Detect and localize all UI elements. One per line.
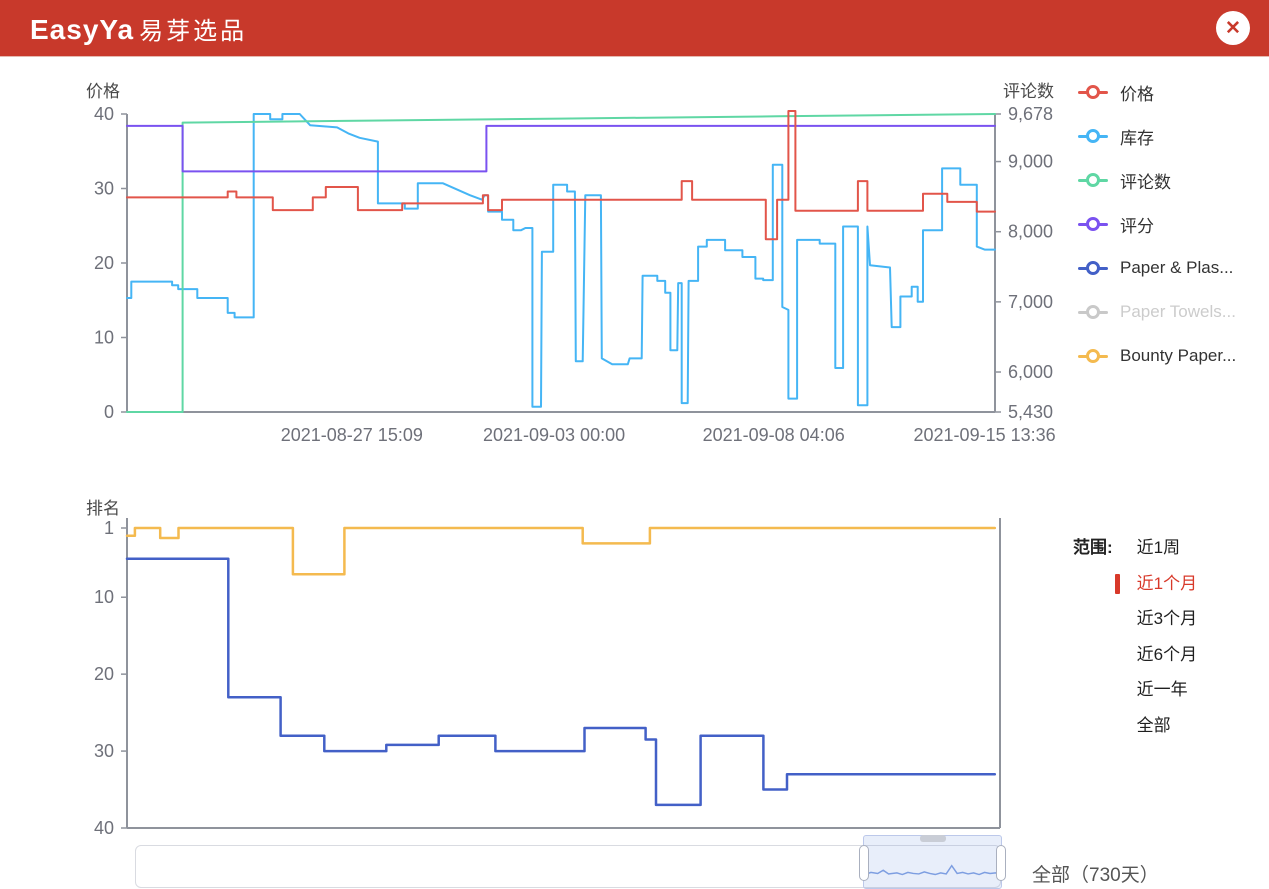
logo-text-en: EasyYa — [30, 13, 135, 45]
y-right-tick-label: 8,000 — [1008, 222, 1053, 242]
rank-tick-label: 20 — [94, 664, 114, 684]
legend-item-label: Paper & Plas... — [1120, 258, 1234, 277]
legend-ring-icon — [1086, 129, 1100, 143]
legend-item-label: 价格 — [1120, 84, 1154, 104]
left-axis-title: 价格 — [86, 82, 120, 101]
rank-chart[interactable]: 排名 1 10 20 30 40 — [0, 490, 1269, 850]
range-options: 近1周近1个月近3个月近6个月近一年全部 — [1114, 530, 1198, 743]
legend-ring-icon — [1086, 305, 1100, 319]
legend-item-1[interactable]: 库存 — [1078, 114, 1236, 158]
legend-item-6[interactable]: Bounty Paper... — [1078, 334, 1236, 378]
logo-text-zh: 易芽选品 — [139, 17, 248, 45]
legend-ring-icon — [1086, 261, 1100, 275]
y-right-tick-label: 5,430 — [1008, 402, 1053, 422]
range-option-4[interactable]: 近一年 — [1136, 680, 1188, 699]
y-left-tick-label: 0 — [104, 402, 114, 422]
y-left-tick-label: 20 — [94, 253, 114, 273]
series-paper-plas-rank-line[interactable] — [125, 557, 997, 807]
y-right-tick-label: 7,000 — [1008, 292, 1053, 312]
rank-tick-label: 30 — [94, 741, 114, 761]
legend-ring-icon — [1086, 217, 1100, 231]
legend-item-label: 评分 — [1120, 216, 1154, 236]
y-left-tick-label: 30 — [94, 179, 114, 199]
y-right-tick-label: 9,678 — [1008, 104, 1053, 124]
datazoom-preview-sparkline — [864, 864, 1001, 876]
legend-item-label: 评论数 — [1120, 172, 1171, 192]
right-axis-title: 评论数 — [1003, 82, 1054, 101]
rank-axis-title: 排名 — [86, 499, 120, 518]
series-rating-line[interactable] — [126, 124, 996, 173]
legend-ring-icon — [1086, 85, 1100, 99]
datazoom-window[interactable] — [859, 835, 1006, 889]
legend-ring-icon — [1086, 349, 1100, 363]
y-left-tick-label: 10 — [94, 328, 114, 348]
top-chart-series — [126, 110, 996, 413]
range-option-3[interactable]: 近6个月 — [1136, 644, 1198, 664]
legend-line-icon — [1078, 349, 1108, 363]
x-tick-label: 2021-09-15 13:36 — [914, 425, 1056, 445]
x-tick-label: 2021-09-03 00:00 — [483, 425, 625, 445]
app-logo: EasyYa 易芽选品 — [30, 11, 247, 46]
chart-legend: 价格库存评论数评分 Paper & Plas... Paper Towels... B… — [1078, 70, 1236, 378]
range-option-0[interactable]: 近1周 — [1136, 538, 1181, 557]
x-tick-label: 2021-09-08 04:06 — [703, 425, 845, 445]
top-chart-axes: 0 10 20 30 40 5,430 6,000 7,000 8,000 9,000 9,678 2… — [94, 104, 1056, 445]
y-right-tick-label: 6,000 — [1008, 362, 1053, 382]
series-stock-line[interactable] — [126, 113, 996, 408]
legend-line-icon — [1078, 129, 1108, 143]
legend-item-2[interactable]: 评论数 — [1078, 158, 1236, 202]
legend-item-5[interactable]: Paper Towels... — [1078, 290, 1236, 334]
y-left-tick-label: 40 — [94, 104, 114, 124]
app-header: EasyYa 易芽选品 ✕ — [0, 0, 1269, 57]
rank-chart-series — [125, 526, 997, 807]
legend-ring-icon — [1086, 173, 1100, 187]
rank-chart-axes: 1 10 20 30 40 — [94, 518, 1001, 838]
range-option-2[interactable]: 近3个月 — [1136, 609, 1198, 628]
datazoom-sparkline-path — [864, 864, 1001, 876]
datazoom-range-label: 全部（730天） — [1032, 865, 1159, 886]
legend-item-4[interactable]: Paper & Plas... — [1078, 246, 1236, 290]
x-tick-label: 2021-08-27 15:09 — [281, 425, 423, 445]
datazoom-track[interactable] — [135, 835, 1006, 889]
legend-line-icon — [1078, 173, 1108, 187]
y-right-tick-label: 9,000 — [1008, 152, 1053, 172]
legend-item-label: 库存 — [1120, 128, 1154, 148]
price-trend-chart[interactable]: 价格 评论数 0 10 20 30 40 5,430 6,000 7,000 8,000 9,00… — [0, 70, 1269, 470]
legend-line-icon — [1078, 305, 1108, 319]
legend-line-icon — [1078, 261, 1108, 275]
legend-item-label: Bounty Paper... — [1120, 346, 1237, 365]
series-reviews-line[interactable] — [126, 113, 996, 413]
legend-item-3[interactable]: 评分 — [1078, 202, 1236, 246]
series-price-line[interactable] — [126, 110, 996, 241]
datazoom-window-tab-icon[interactable] — [919, 835, 946, 842]
legend-line-icon — [1078, 85, 1108, 99]
legend-line-icon — [1078, 217, 1108, 231]
range-selector: 范围: 近1周近1个月近3个月近6个月近一年全部 — [1073, 530, 1197, 743]
series-bounty-rank-line[interactable] — [125, 526, 997, 576]
rank-tick-label: 40 — [94, 818, 114, 838]
datazoom-right-handle[interactable] — [996, 845, 1006, 881]
close-icon[interactable]: ✕ — [1216, 11, 1250, 45]
selected-range-indicator — [1114, 573, 1120, 594]
legend-item-label: Paper Towels... — [1120, 302, 1236, 321]
range-option-5[interactable]: 全部 — [1136, 715, 1171, 735]
range-selector-label: 范围: — [1073, 538, 1113, 557]
datazoom-left-handle[interactable] — [859, 845, 869, 881]
range-option-1[interactable]: 近1个月 — [1114, 566, 1197, 602]
legend-item-0[interactable]: 价格 — [1078, 70, 1236, 114]
rank-tick-label: 1 — [104, 518, 114, 538]
rank-tick-label: 10 — [94, 587, 114, 607]
